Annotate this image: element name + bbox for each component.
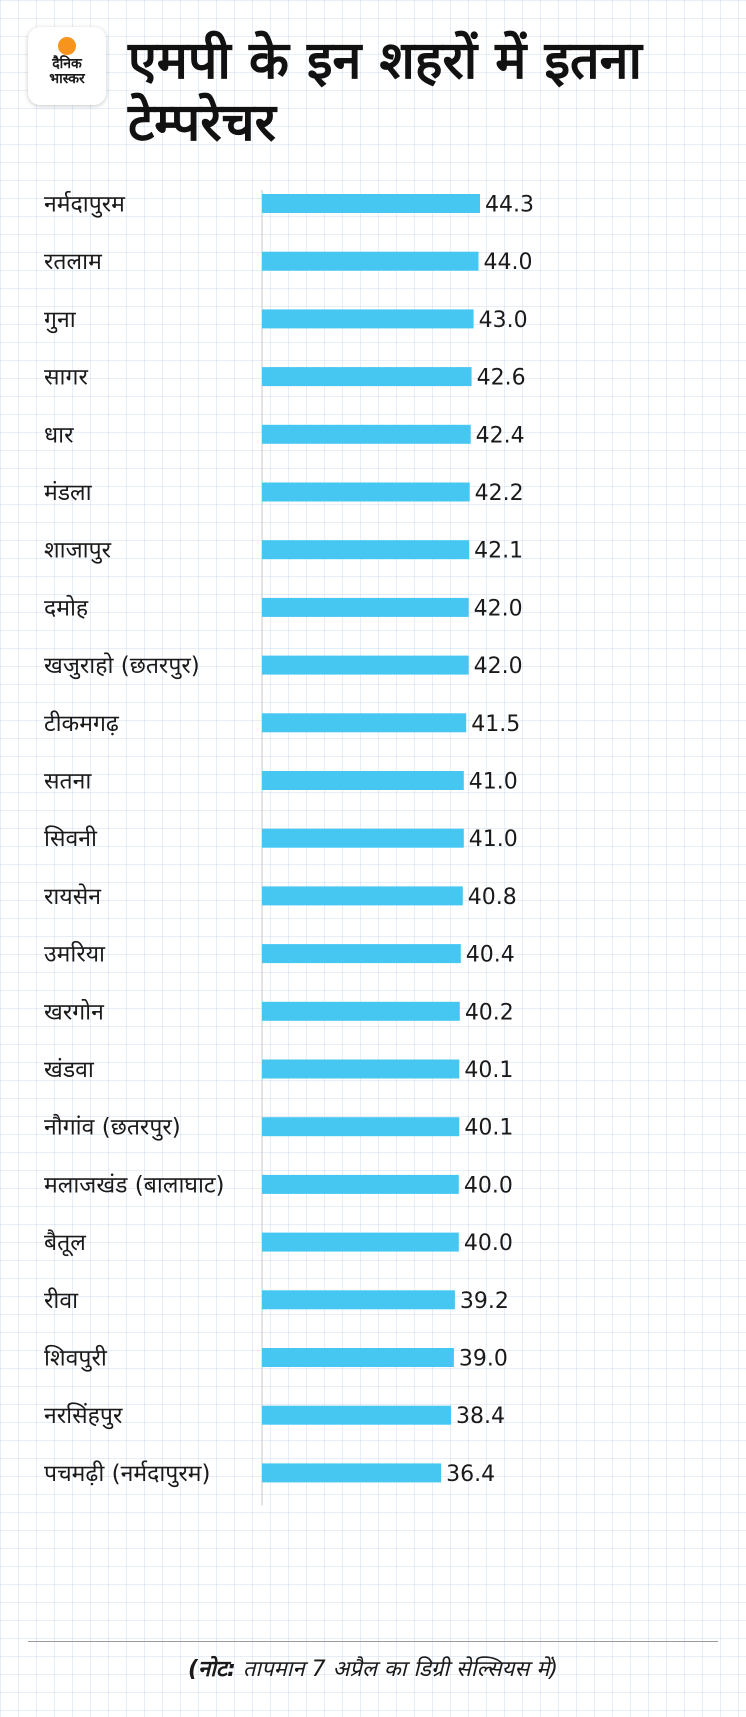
sun-icon (58, 37, 76, 55)
value-label: 41.5 (471, 712, 520, 737)
value-label: 40.0 (464, 1173, 513, 1198)
category-label: सिवनी (44, 825, 98, 852)
logo-line-1: दैनिक (52, 56, 82, 72)
bar (262, 309, 474, 329)
category-label: सागर (44, 365, 88, 391)
bar (262, 1001, 460, 1021)
category-label: सतना (44, 769, 92, 795)
bar (262, 597, 469, 617)
category-label: पचमढ़ी (नर्मदापुरम) (44, 1460, 211, 1488)
category-label: नौगांव (छतरपुर) (44, 1114, 181, 1142)
category-label: नरसिंहपुर (44, 1402, 123, 1430)
value-label: 42.0 (474, 596, 523, 621)
value-label: 40.1 (464, 1116, 513, 1141)
value-label: 40.2 (465, 1000, 514, 1025)
dainik-bhaskar-logo: दैनिक भास्कर (28, 27, 106, 105)
bar (262, 1232, 459, 1252)
bar (262, 1290, 455, 1310)
page-title: एमपी के इन शहरों में इतना टेम्परेचर (128, 31, 643, 153)
bar (262, 424, 471, 444)
bar (262, 713, 467, 733)
value-label: 40.4 (466, 943, 515, 968)
bar (262, 886, 463, 906)
category-label: रीवा (44, 1287, 79, 1314)
divider (28, 1641, 718, 1642)
category-label: खजुराहो (छतरपुर) (44, 652, 200, 680)
bar (262, 540, 470, 560)
category-label: गुना (44, 307, 77, 334)
category-label: दमोह (44, 594, 89, 621)
value-label: 42.0 (474, 654, 523, 679)
category-label: उमरिया (44, 941, 106, 968)
value-label: 38.4 (456, 1404, 505, 1429)
category-label: खंडवा (44, 1057, 95, 1083)
value-label: 39.2 (460, 1289, 509, 1314)
value-label: 40.0 (464, 1231, 513, 1256)
category-label: रायसेन (44, 883, 102, 910)
value-label: 40.8 (468, 885, 517, 910)
value-label: 41.0 (469, 770, 518, 795)
category-label: टीकमगढ़ (44, 710, 120, 737)
category-label: खरगोन (44, 998, 105, 1025)
bar (262, 1174, 459, 1194)
category-label: मलाजखंड (बालाघाट) (44, 1172, 225, 1198)
value-label: 42.2 (475, 481, 524, 506)
value-label: 42.1 (474, 539, 523, 564)
category-label: धार (44, 422, 74, 448)
bar (262, 194, 480, 213)
bar (262, 1059, 460, 1079)
value-label: 41.0 (469, 827, 518, 852)
value-label: 44.0 (484, 250, 533, 275)
bar (262, 828, 464, 848)
footnote-prefix: (नोट: (187, 1657, 236, 1682)
logo-line-2: भास्कर (49, 71, 85, 87)
bar (262, 1348, 454, 1367)
category-label: मंडला (44, 480, 93, 506)
bar (262, 771, 464, 790)
bar (262, 655, 469, 675)
value-label: 36.4 (446, 1462, 495, 1487)
value-label: 42.6 (477, 366, 526, 391)
bar-chart: नर्मदापुरम 44.3 रतलाम 44.0 गुना 43.0 सागर 42.6 ध… (44, 190, 534, 1506)
category-label: शिवपुरी (44, 1345, 108, 1373)
bar (262, 482, 470, 502)
value-label: 40.1 (464, 1058, 513, 1083)
bar (262, 251, 479, 271)
bar (262, 944, 461, 964)
bar (262, 367, 472, 387)
value-label: 42.4 (476, 423, 525, 448)
footnote-text: तापमान 7 अप्रैल का डिग्री सेल्सियस में) (235, 1657, 559, 1682)
value-label: 43.0 (479, 308, 528, 333)
footnote: (नोट: तापमान 7 अप्रैल का डिग्री सेल्सियस… (0, 1653, 746, 1683)
value-label: 39.0 (459, 1347, 508, 1372)
category-label: रतलाम (44, 249, 103, 275)
value-label: 44.3 (485, 193, 534, 218)
category-label: नर्मदापुरम (44, 191, 126, 219)
category-label: बैतूल (44, 1229, 86, 1257)
category-label: शाजापुर (44, 538, 112, 565)
bar (262, 1117, 460, 1137)
bar (262, 1463, 442, 1483)
bar (262, 1405, 451, 1425)
